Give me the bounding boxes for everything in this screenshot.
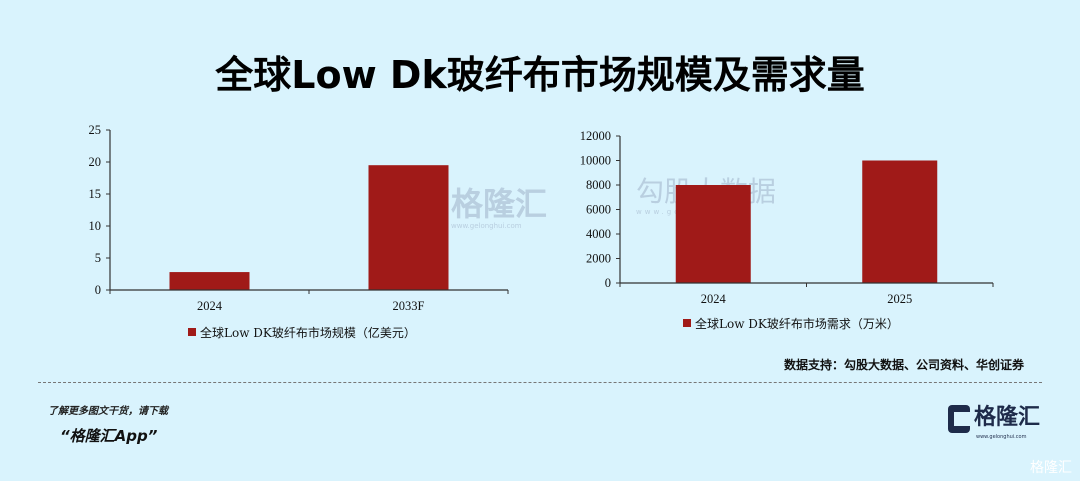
chart2-y-tick-label: 4000 xyxy=(586,227,611,241)
divider xyxy=(38,382,1042,383)
chart1-x-tick-label: 2033F xyxy=(393,299,425,313)
watermark-gelonghui-url: www.gelonghui.com xyxy=(451,222,522,230)
chart1-bar-2024 xyxy=(169,272,250,290)
chart2-y-tick-label: 0 xyxy=(605,276,611,290)
watermark-gelonghui: 格隆汇 www.gelonghui.com xyxy=(451,186,547,231)
logo-text: 格隆汇 xyxy=(974,405,1041,430)
chart2-y-tick-label: 10000 xyxy=(580,154,611,168)
chart1-legend-swatch xyxy=(188,328,196,336)
corner-watermark: 格隆汇 xyxy=(1030,460,1072,476)
chart2-x-tick-label: 2024 xyxy=(701,292,727,306)
chart2-legend-swatch xyxy=(683,319,691,327)
chart2-y-tick-label: 8000 xyxy=(586,178,611,192)
chart2-x-tick-label: 2025 xyxy=(887,292,912,306)
chart2-legend-label: 全球Low DK玻纤布市场需求（万米） xyxy=(695,316,899,331)
chart1-x-tick-label: 2024 xyxy=(197,299,223,313)
gelonghui-logo: 格隆汇 www.gelonghui.com xyxy=(948,405,1048,443)
chart1-legend-label: 全球Low DK玻纤布市场规模（亿美元） xyxy=(200,325,416,340)
chart1-y-tick-label: 25 xyxy=(89,123,102,137)
source-note: 数据支持：勾股大数据、公司资料、华创证券 xyxy=(783,358,1024,372)
watermark-gelonghui-text: 格隆汇 xyxy=(451,185,548,223)
chart1-y-tick-label: 0 xyxy=(95,283,101,297)
logo-g-icon xyxy=(948,405,970,433)
promo-line-2: “格隆汇App” xyxy=(60,427,158,445)
chart2-y-tick-label: 12000 xyxy=(580,129,611,143)
chart1-y-tick-label: 20 xyxy=(89,155,102,169)
logo-url: www.gelonghui.com xyxy=(976,434,1027,440)
page-title: 全球Low Dk玻纤布市场规模及需求量 xyxy=(215,53,865,97)
chart1-y-tick-label: 10 xyxy=(89,219,102,233)
chart2-bar-2025 xyxy=(862,160,938,283)
chart2-bar-2024 xyxy=(675,185,751,283)
chart2-y-tick-label: 2000 xyxy=(586,252,611,266)
chart2-y-tick-label: 6000 xyxy=(586,203,611,217)
chart1-y-tick-label: 15 xyxy=(89,187,102,201)
chart1-bar-2033F xyxy=(368,165,449,290)
promo-line-1: 了解更多图文干货，请下载 xyxy=(48,406,168,417)
chart1-y-tick-label: 5 xyxy=(95,251,101,265)
